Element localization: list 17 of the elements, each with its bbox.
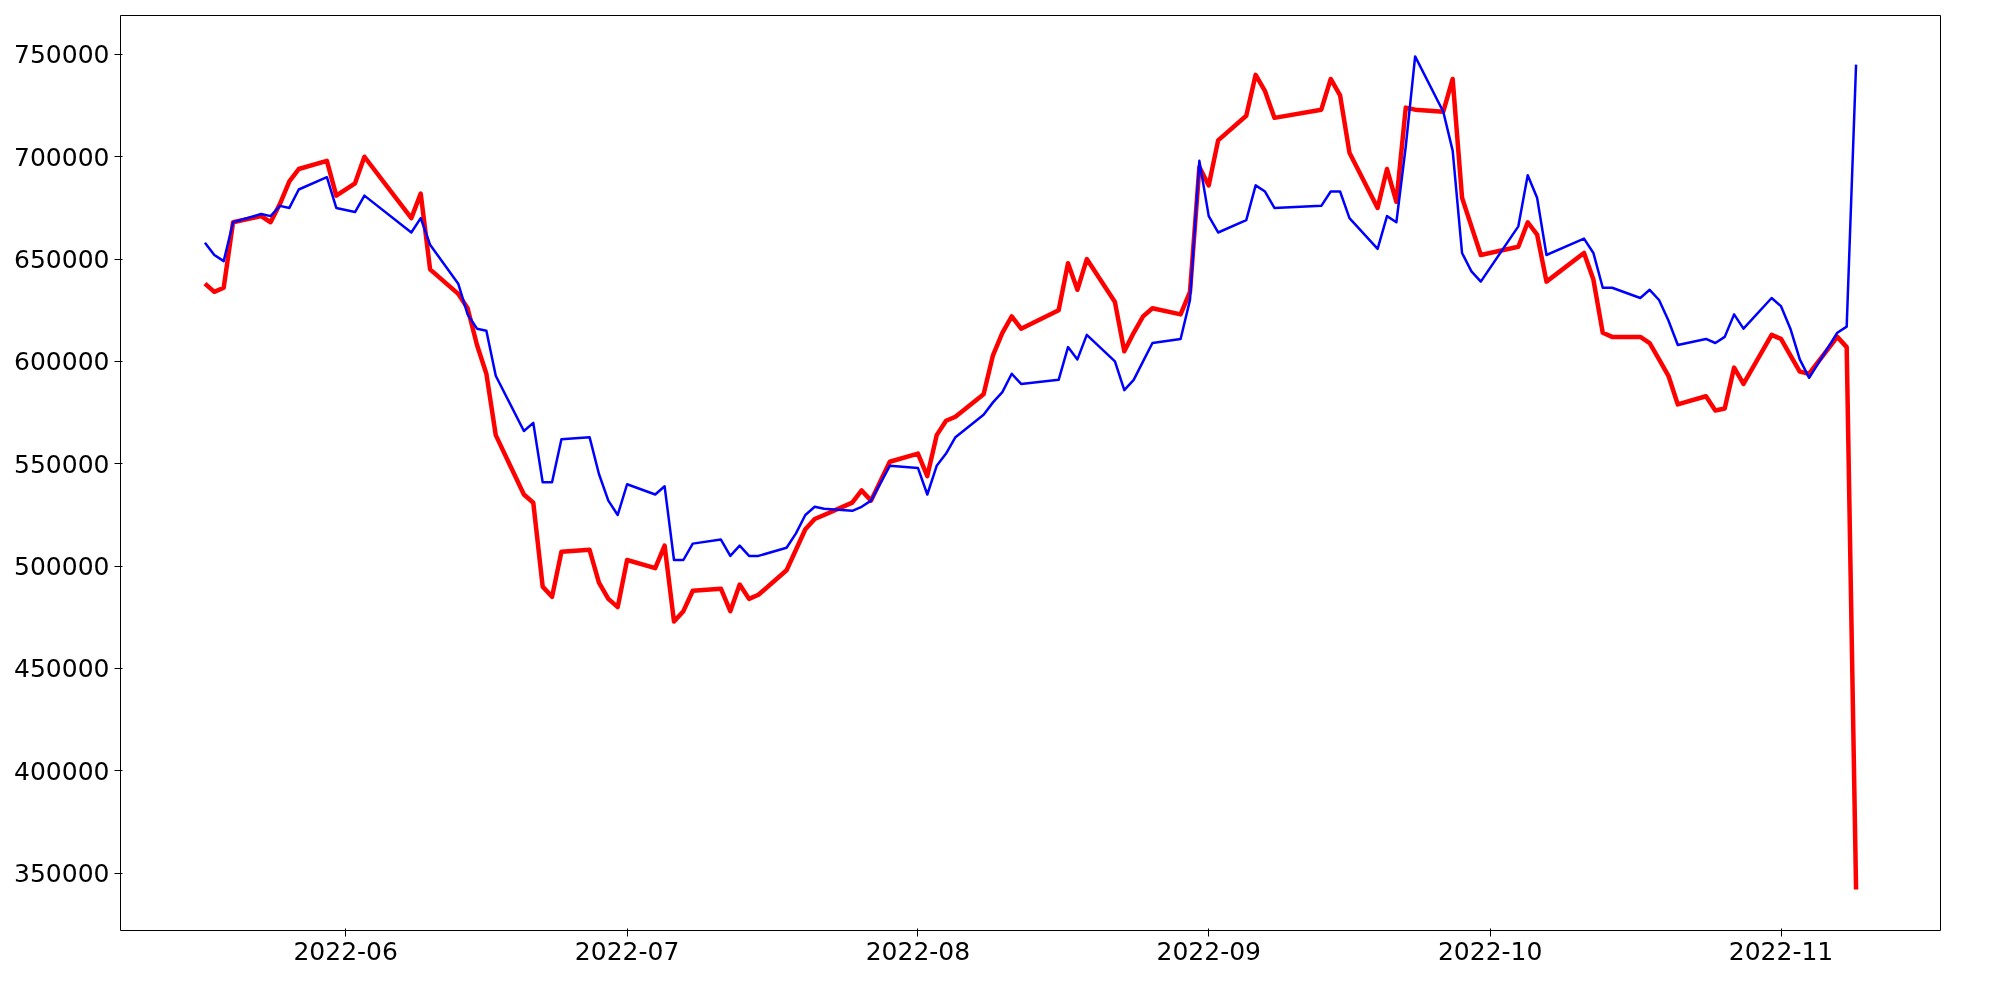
x-tick-label: 2022-11 (1728, 936, 1834, 966)
y-tick-label: 350000 (14, 859, 110, 889)
y-tick-label: 700000 (14, 142, 110, 172)
y-tick-label: 450000 (14, 654, 110, 684)
x-tick-label: 2022-10 (1437, 936, 1543, 966)
x-tick-label: 2022-06 (293, 936, 398, 966)
line-series (202, 72, 1859, 892)
line-series (203, 55, 1858, 562)
y-tick-label: 600000 (14, 347, 110, 377)
y-tick-label: 500000 (14, 552, 110, 582)
x-tick-label: 2022-08 (865, 936, 971, 966)
x-tick-label: 2022-07 (574, 936, 680, 966)
y-tick-label: 550000 (14, 449, 110, 479)
y-tick-label: 650000 (14, 245, 110, 275)
y-tick-label: 750000 (14, 40, 110, 70)
x-tick-label: 2022-09 (1156, 936, 1261, 966)
y-tick-label: 400000 (14, 756, 110, 786)
